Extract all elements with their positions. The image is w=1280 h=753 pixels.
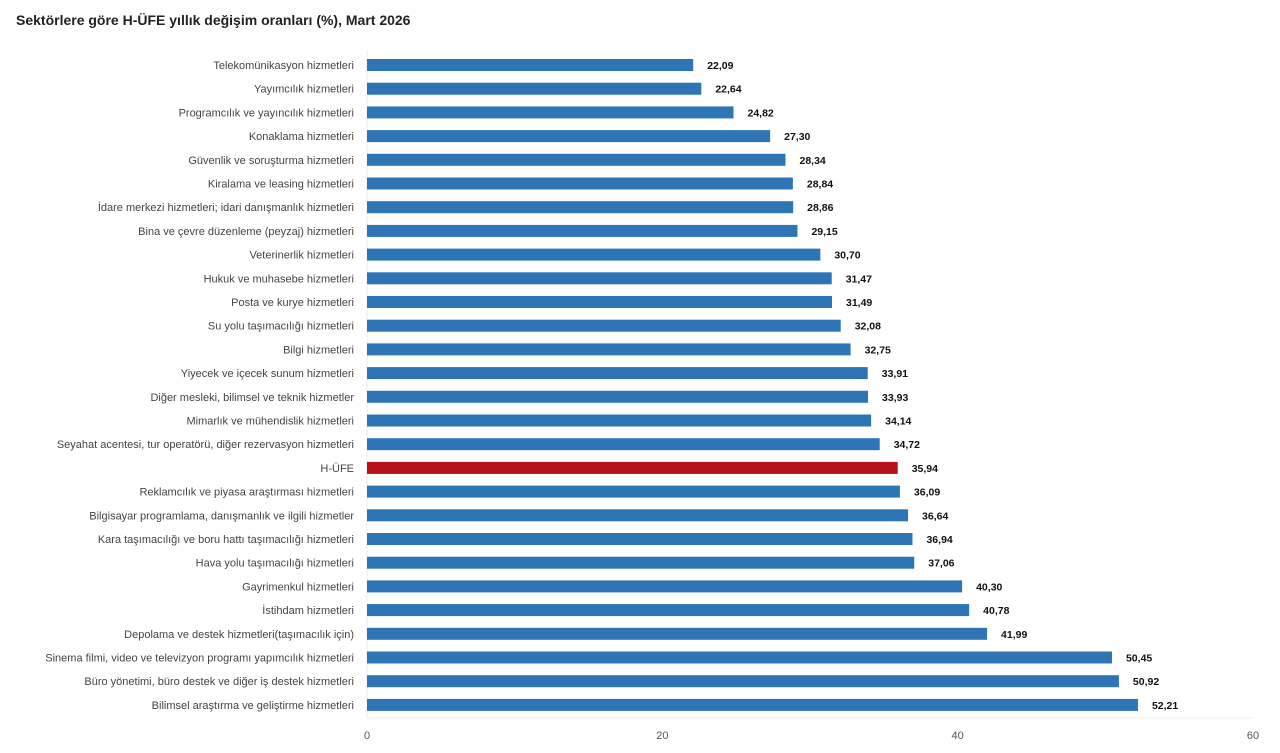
value-label: 33,91 [882,368,908,380]
category-label: Posta ve kurye hizmetleri [231,297,354,309]
bar [367,224,798,237]
value-label: 32,75 [865,344,891,356]
category-label: Yiyecek ve içecek sunum hizmetleri [181,368,354,380]
value-label: 30,70 [834,250,860,262]
value-label: 40,30 [976,581,1002,593]
bar [367,461,898,474]
value-label: 31,49 [846,297,872,309]
value-label: 28,34 [799,155,825,167]
category-label: Bilgi hizmetleri [283,344,354,356]
bar [367,414,872,427]
value-label: 36,94 [926,534,952,546]
bar [367,106,734,119]
category-label: Kara taşımacılığı ve boru hattı taşımacı… [98,534,354,546]
value-label: 36,09 [914,487,940,499]
bar [367,604,970,617]
category-label: Mimarlık ve mühendislik hizmetleri [187,416,355,428]
value-label: 33,93 [882,392,908,404]
category-label: Programcılık ve yayıncılık hizmetleri [179,107,354,119]
value-label: 31,47 [846,273,872,285]
chart-title: Sektörlere göre H-ÜFE yıllık değişim ora… [16,12,411,28]
bar [367,390,869,403]
bar [367,698,1138,711]
category-label: Büro yönetimi, büro destek ve diğer iş d… [84,676,354,688]
category-label: Seyahat acentesi, tur operatörü, diğer r… [57,439,354,451]
bar [367,272,832,285]
bar [367,485,900,498]
bar [367,248,821,261]
value-label: 29,15 [811,226,837,238]
bar [367,343,851,356]
category-label: İstihdam hizmetleri [262,604,354,617]
category-label: Yayımcılık hizmetleri [254,84,354,96]
category-label: Konaklama hizmetleri [249,131,354,143]
category-label: Diğer mesleki, bilimsel ve teknik hizmet… [150,392,354,404]
category-label: Gayrimenkul hizmetleri [242,581,354,593]
value-label: 28,84 [807,179,833,191]
bar [367,82,702,95]
x-tick-label: 20 [656,730,668,742]
category-label: Güvenlik ve soruşturma hizmetleri [188,155,354,167]
bar [367,130,771,143]
x-tick-label: 60 [1247,730,1259,742]
bar [367,533,913,545]
bar [367,556,915,569]
category-label: Reklamcılık ve piyasa araştırması hizmet… [139,487,354,499]
category-label: Bilgisayar programlama, danışmanlık ve i… [89,510,354,522]
bar [367,59,694,71]
x-tick-label: 0 [364,730,370,742]
bar [367,296,833,308]
bar [367,438,880,451]
category-label: Su yolu taşımacılığı hizmetleri [208,321,354,333]
category-label: Telekomünikasyon hizmetleri [213,60,354,72]
value-label: 36,64 [922,510,948,522]
category-label: Bina ve çevre düzenleme (peyzaj) hizmetl… [138,226,354,238]
value-label: 27,30 [784,131,810,143]
value-label: 52,21 [1152,700,1178,712]
value-label: 50,45 [1126,653,1152,665]
bar [367,319,841,332]
bar [367,627,988,640]
bar [367,651,1112,664]
value-label: 32,08 [855,321,881,333]
bar [367,509,909,522]
bar [367,675,1119,688]
value-label: 24,82 [748,107,774,119]
category-label: Veterinerlik hizmetleri [249,250,354,262]
value-label: 34,14 [885,416,911,428]
category-label: İdare merkezi hizmetleri; idari danışman… [98,201,354,214]
value-label: 22,09 [707,60,733,72]
value-label: 28,86 [807,202,833,214]
value-label: 35,94 [912,463,938,475]
category-label: Hukuk ve muhasebe hizmetleri [204,273,354,285]
category-label: Depolama ve destek hizmetleri(taşımacılı… [124,629,354,641]
value-label: 41,99 [1001,629,1027,641]
value-label: 34,72 [894,439,920,451]
category-label: Kiralama ve leasing hizmetleri [208,179,354,191]
x-tick-label: 40 [952,730,964,742]
category-label: H-ÜFE [320,463,354,475]
bar [367,153,786,166]
category-label: Hava yolu taşımacılığı hizmetleri [196,558,354,570]
value-label: 22,64 [715,84,741,96]
value-label: 50,92 [1133,676,1159,688]
bar [367,580,963,593]
category-label: Bilimsel araştırma ve geliştirme hizmetl… [152,700,354,712]
bar [367,177,793,190]
value-label: 37,06 [928,558,954,570]
bar [367,201,794,214]
bar [367,367,868,380]
value-label: 40,78 [983,605,1009,617]
category-label: Sinema filmi, video ve televizyon progra… [45,653,354,665]
